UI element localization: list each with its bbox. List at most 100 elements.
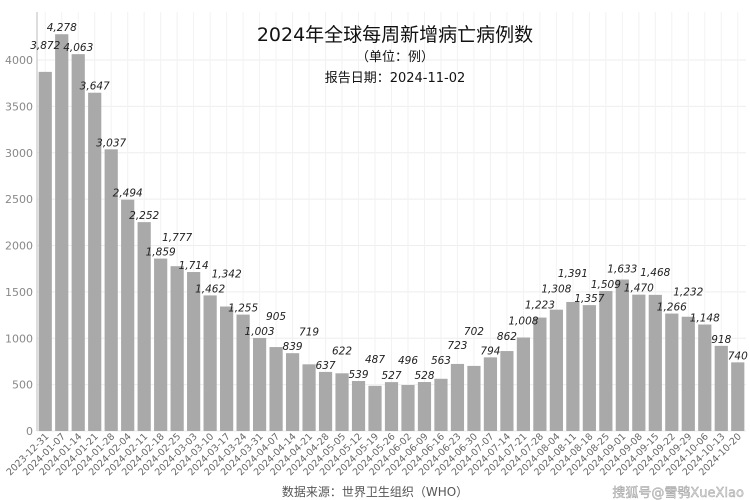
data-label: 496 (398, 355, 418, 367)
bars (38, 34, 745, 432)
y-tick-label: 1000 (5, 332, 33, 345)
bar (582, 305, 596, 431)
y-tick-label: 1500 (5, 286, 33, 299)
chart-title: 2024年全球每周新增病亡病例数 (257, 24, 533, 46)
bar (483, 357, 498, 431)
data-label: 622 (332, 345, 352, 357)
bar (384, 382, 399, 431)
data-label: 1,391 (558, 268, 588, 280)
data-label: 637 (316, 360, 336, 372)
data-label: 563 (431, 355, 451, 367)
data-label: 1,462 (195, 283, 225, 295)
bar (681, 316, 695, 431)
data-label: 527 (381, 370, 401, 382)
bar (269, 347, 283, 431)
data-label: 1,342 (212, 269, 242, 281)
bar (500, 351, 514, 431)
bar (368, 385, 382, 431)
data-label: 1,357 (574, 293, 604, 305)
bar (38, 71, 52, 431)
data-labels: 3,872 4,278 4,063 3,647 3,037 2,494 2,252 1,859… (30, 22, 748, 382)
y-tick-label: 500 (12, 379, 33, 392)
data-label: 1,468 (640, 267, 670, 279)
bar (648, 294, 662, 431)
data-label: 1,223 (525, 300, 555, 312)
data-label: 2,252 (129, 210, 159, 222)
data-label: 905 (266, 311, 286, 323)
bar (731, 362, 745, 431)
data-label: 839 (283, 341, 303, 353)
data-label: 719 (299, 326, 319, 338)
data-label: 4,063 (63, 42, 93, 54)
bar (566, 301, 580, 431)
bar (417, 382, 432, 431)
y-tick-label: 2500 (5, 193, 33, 206)
data-label: 539 (348, 369, 368, 381)
bar (516, 337, 531, 431)
data-label: 3,872 (30, 40, 60, 52)
bar (220, 306, 234, 431)
bar (154, 258, 168, 431)
bar (401, 384, 415, 431)
data-label: 794 (480, 345, 500, 357)
data-label: 1,470 (624, 283, 654, 295)
bar (351, 381, 366, 431)
bar (549, 309, 563, 431)
data-label: 1,266 (657, 302, 687, 314)
data-label: 1,509 (591, 279, 621, 291)
y-tick-label: 3000 (5, 147, 33, 160)
bar (714, 345, 728, 431)
x-axis: 2023-12-312024-01-072024-01-142024-01-21… (5, 431, 744, 478)
data-label: 1,255 (228, 303, 258, 315)
bar (236, 314, 250, 431)
watermark: 搜狐号@雪鸮XueXiao (612, 485, 744, 500)
bar (615, 279, 629, 431)
data-label: 4,278 (47, 22, 77, 34)
bar (71, 54, 85, 432)
report-date: 报告日期：2024-11-02 (325, 71, 466, 86)
bar (252, 337, 267, 431)
data-label: 1,008 (508, 316, 538, 328)
bar (302, 364, 316, 431)
bar (285, 353, 300, 431)
bar (104, 149, 118, 432)
data-label: 1,777 (162, 232, 192, 244)
data-label: 1,232 (673, 287, 703, 299)
y-tick-label: 0 (26, 425, 33, 438)
bar (533, 317, 547, 431)
bar (203, 295, 217, 431)
data-label: 862 (497, 331, 517, 343)
bar (187, 272, 201, 431)
bar (318, 371, 333, 431)
data-label: 1,003 (245, 326, 275, 338)
data-label: 1,633 (607, 264, 637, 276)
data-label: 1,308 (541, 284, 571, 296)
y-tick-label: 4000 (5, 54, 33, 67)
data-label: 723 (447, 340, 467, 352)
bar (450, 363, 465, 431)
data-label: 2,494 (113, 188, 143, 200)
bar (665, 313, 679, 431)
data-label: 3,037 (96, 137, 126, 149)
bar (467, 365, 481, 431)
data-label: 487 (365, 354, 385, 366)
data-label: 702 (464, 326, 484, 338)
y-tick-label: 2000 (5, 240, 33, 253)
data-label: 740 (728, 350, 748, 362)
data-label: 1,148 (690, 313, 720, 325)
y-tick-label: 3500 (5, 100, 33, 113)
bar (88, 92, 102, 431)
y-axis: 0 500 1000 1500 2000 2500 3000 3500 4000 (5, 12, 38, 438)
data-label: 1,859 (146, 247, 176, 259)
bar (55, 34, 69, 431)
data-label: 3,647 (80, 81, 110, 93)
data-label: 918 (711, 334, 731, 346)
bar (632, 294, 646, 431)
bar (335, 373, 349, 431)
bar (599, 291, 613, 431)
bar (698, 324, 712, 431)
data-source: 数据来源：世界卫生组织（WHO） (282, 484, 468, 499)
bar (434, 378, 448, 431)
data-label: 528 (414, 370, 434, 382)
